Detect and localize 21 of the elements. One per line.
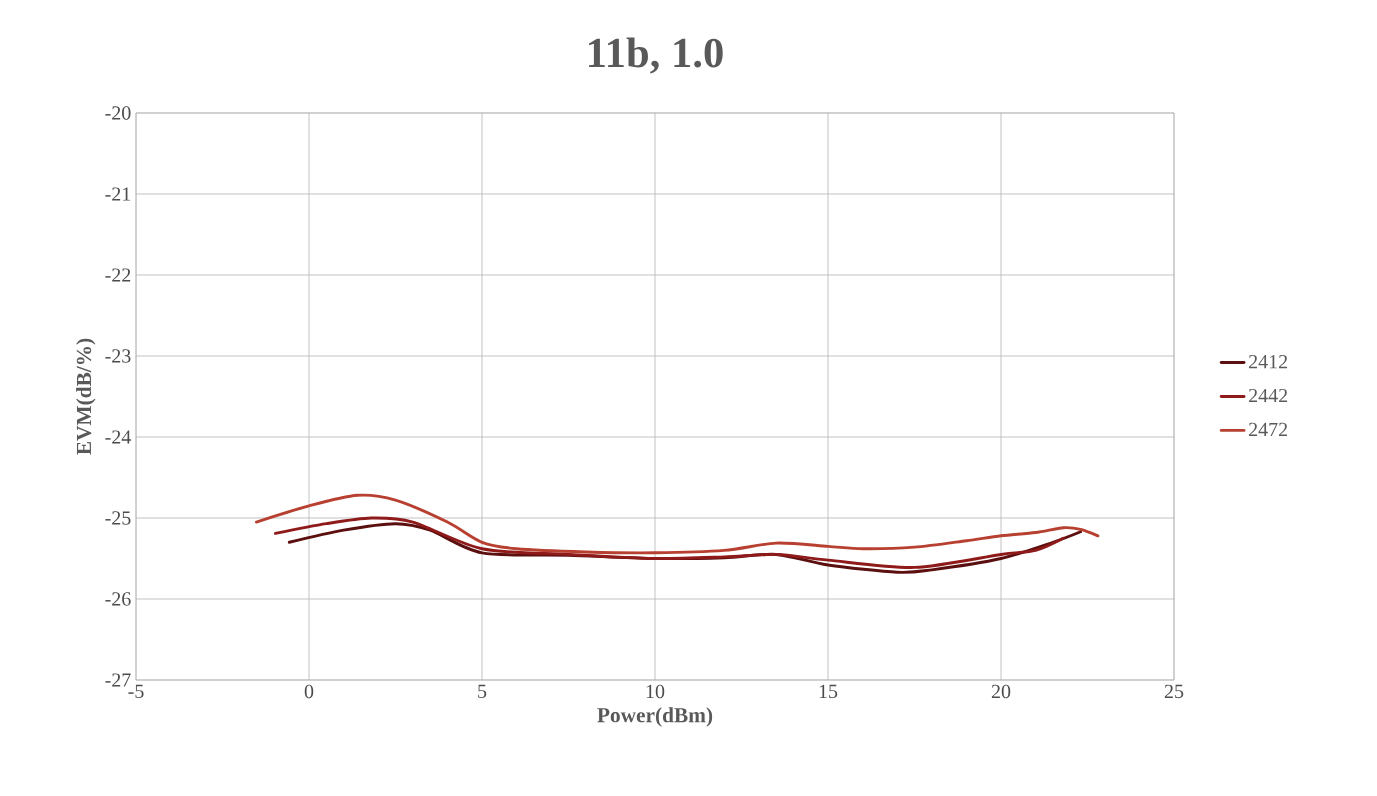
x-tick-label: 5 xyxy=(478,684,487,698)
x-tick-label: 20 xyxy=(991,684,1011,699)
x-tick-label: 10 xyxy=(646,684,665,699)
legend-label: 2472 xyxy=(1249,422,1288,437)
x-tick-label: 25 xyxy=(1164,684,1184,699)
y-tick-label: -22 xyxy=(105,268,131,282)
y-tick-label: -24 xyxy=(105,430,131,444)
legend-label: 2412 xyxy=(1249,354,1288,369)
y-axis-title: EVM(dB/%) xyxy=(76,338,96,455)
line-series xyxy=(273,516,1065,569)
y-tick-label: -20 xyxy=(105,106,131,120)
y-tick-label: -26 xyxy=(105,592,131,606)
x-tick-label: 15 xyxy=(819,684,838,699)
line-series xyxy=(254,493,1100,555)
y-tick-label: -21 xyxy=(105,187,131,201)
legend-label: 2442 xyxy=(1249,388,1288,403)
y-tick-label: -23 xyxy=(105,349,131,363)
chart-title: 11b, 1.0 xyxy=(589,37,723,74)
y-tick-label: -25 xyxy=(105,511,131,525)
x-axis-title: Power(dBm) xyxy=(597,707,713,727)
x-tick-label: 0 xyxy=(304,684,314,699)
